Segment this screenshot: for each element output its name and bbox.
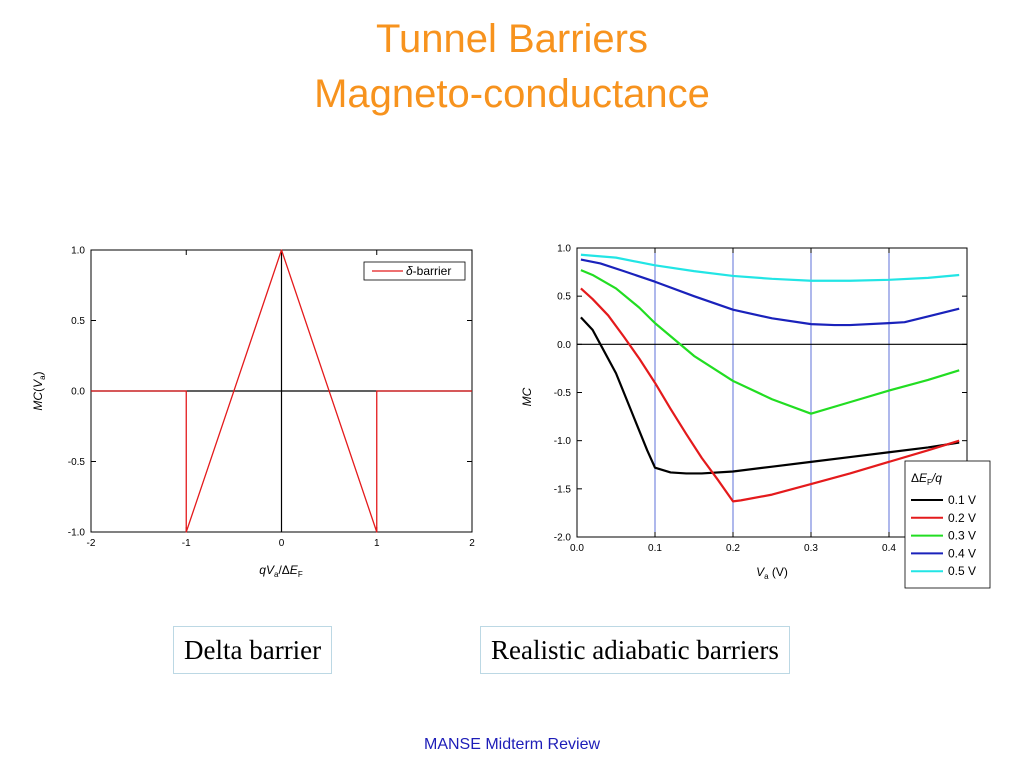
x-tick-label-3: 0.3	[804, 543, 818, 554]
legend-label-1: 0.2 V	[948, 511, 976, 525]
legend-title: ΔEF/q	[911, 471, 942, 487]
x-tick-label-0: -2	[87, 538, 96, 549]
series-line-0	[580, 316, 960, 475]
x-tick-label-3: 1	[374, 538, 380, 549]
legend: ΔEF/q 0.1 V 0.2 V 0.3 V 0.4 V 0.5 V	[904, 460, 991, 589]
series-line-2	[580, 269, 960, 415]
legend-label-4: 0.5 V	[948, 564, 976, 578]
y-tick-label-2: 0.0	[557, 340, 571, 351]
caption-realistic-barriers: Realistic adiabatic barriers	[480, 626, 790, 674]
y-tick-label-0: 1.0	[71, 246, 85, 257]
y-tick-label-3: -0.5	[554, 388, 572, 399]
x-tick-label-1: 0.1	[648, 543, 662, 554]
x-tick-label-0: 0.0	[570, 543, 584, 554]
slide-title-line2: Magneto-conductance	[314, 72, 710, 116]
y-tick-label-4: -1.0	[68, 528, 86, 539]
footer-text: MANSE Midterm Review	[423, 736, 601, 753]
legend: δ-barrier	[363, 261, 466, 281]
y-tick-label-0: 1.0	[557, 244, 571, 255]
x-axis-label: Va (V)	[756, 565, 788, 581]
legend-label-2: 0.3 V	[948, 529, 976, 543]
y-tick-label-4: -1.0	[554, 436, 572, 447]
y-tick-label-1: 0.5	[557, 292, 571, 303]
x-tick-label-4: 0.4	[882, 543, 896, 554]
x-tick-label-2: 0.2	[726, 543, 740, 554]
legend-label-0: 0.1 V	[948, 493, 976, 507]
y-tick-label-5: -1.5	[554, 484, 572, 495]
legend-label-delta-barrier: δ-barrier	[406, 264, 451, 278]
y-tick-label-3: -0.5	[68, 457, 86, 468]
y-axis-label: MC(Va)	[31, 371, 47, 410]
x-tick-label-2: 0	[279, 538, 285, 549]
legend-box	[363, 261, 466, 281]
legend-box	[904, 460, 991, 589]
caption-delta-barrier: Delta barrier	[173, 626, 333, 674]
y-tick-label-1: 0.5	[71, 316, 85, 327]
x-tick-label-1: -1	[182, 538, 191, 549]
y-tick-label-6: -2.0	[554, 533, 572, 544]
series-line-3	[580, 258, 960, 327]
series-line-0	[91, 249, 472, 533]
x-axis-label: qVa/ΔEF	[259, 563, 303, 579]
x-tick-label-4: 2	[469, 538, 475, 549]
legend-label-3: 0.4 V	[948, 546, 976, 560]
y-axis-label: MC	[520, 387, 534, 406]
series-line-4	[580, 253, 960, 282]
slide-title-line1: Tunnel Barriers	[376, 17, 648, 61]
series-line-1	[580, 287, 960, 503]
y-tick-label-2: 0.0	[71, 387, 85, 398]
